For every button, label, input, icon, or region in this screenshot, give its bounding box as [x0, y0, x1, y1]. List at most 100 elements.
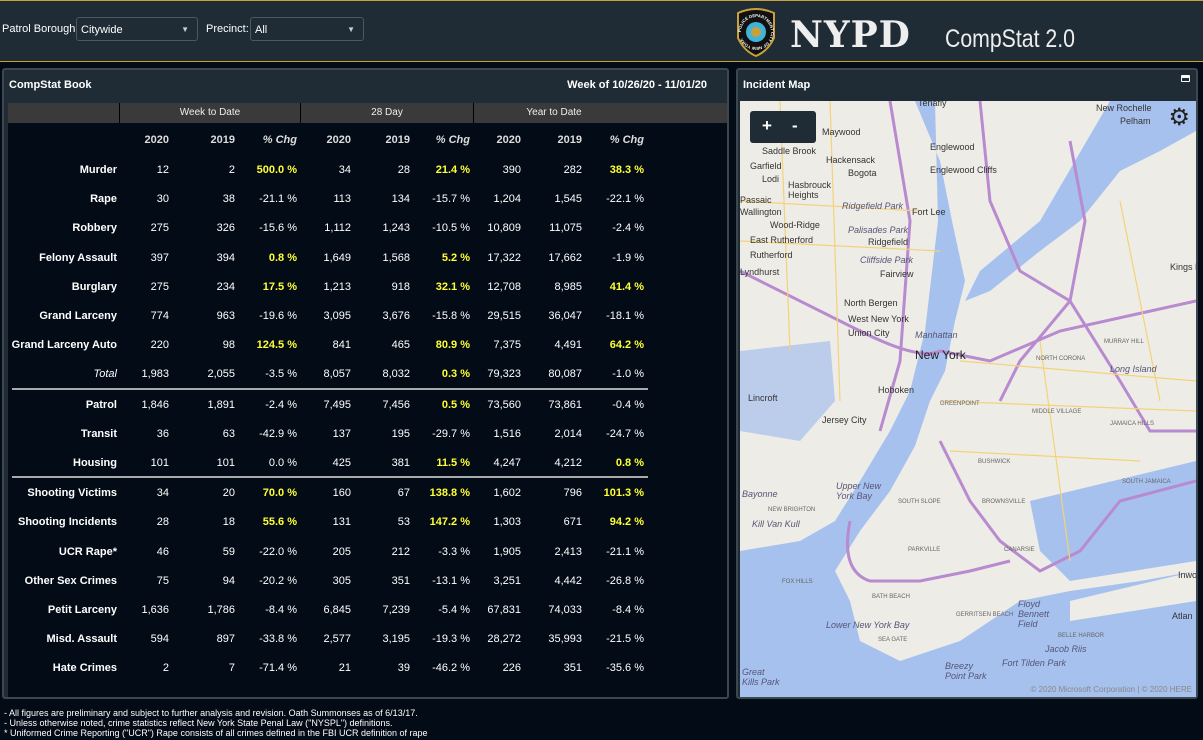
table-cell: 28: [156, 516, 169, 529]
table-cell: -22.1 %: [606, 193, 644, 206]
table-cell: 381: [391, 457, 410, 469]
table-cell: -20.2 %: [259, 574, 297, 587]
table-cell: 80.9 %: [435, 339, 470, 352]
map-label: Fairview: [880, 269, 914, 279]
table-cell: -15.6 %: [259, 222, 297, 235]
map-label: MIDDLE VILLAGE: [1032, 409, 1082, 415]
map-label: New Rochelle: [1096, 103, 1152, 113]
zoom-out-button[interactable]: -: [792, 116, 798, 135]
table-cell: 1,649: [323, 251, 351, 264]
table-cell: -18.1 %: [606, 310, 644, 322]
table-cell: 36,047: [548, 310, 582, 322]
map-label: JAMAICA HILLS: [1110, 421, 1155, 427]
table-cell: -21.1 %: [606, 545, 644, 558]
zoom-in-button[interactable]: +: [762, 116, 772, 135]
map-label: Ridgefield: [868, 237, 909, 247]
map-label: MURRAY HILL: [1104, 339, 1144, 345]
table-cell: 11.5 %: [436, 457, 470, 469]
incident-map[interactable]: Tenafly New Rochelle Pelham Maywood Saddle B…: [740, 101, 1196, 697]
table-cell: 195: [391, 427, 410, 440]
table-cell: 1,846: [141, 398, 169, 411]
table-cell: -19.6 %: [259, 310, 297, 322]
table-cell: 1,786: [207, 604, 235, 616]
table-cell: 3,095: [323, 310, 351, 322]
map-label: North Bergen: [844, 298, 898, 308]
map-label: Ridgefield Park: [842, 201, 904, 211]
borough-select[interactable]: Citywide ▼: [76, 17, 198, 41]
table-cell: 21: [338, 662, 351, 675]
map-label: Floyd Bennett Field: [1018, 599, 1050, 629]
map-label: Inwo: [1178, 570, 1196, 580]
group-28-day: 28 Day: [371, 107, 403, 118]
gear-icon[interactable]: ⚙: [1168, 104, 1190, 131]
footnote: - All figures are preliminary and subjec…: [4, 708, 418, 718]
borough-label: Patrol Borough:: [2, 23, 79, 35]
precinct-label: Precinct:: [206, 23, 249, 35]
map-label: Tenafly: [918, 101, 947, 108]
table-cell: 841: [332, 339, 351, 352]
nypd-logo: NYPD: [790, 14, 911, 56]
table-cell: 101: [150, 457, 169, 469]
table-cell: 34: [338, 164, 351, 176]
table-cell: 20: [222, 487, 235, 500]
table-cell: 425: [332, 457, 351, 469]
table-cell: 73,560: [487, 398, 521, 411]
row-label: Housing: [73, 457, 117, 469]
table-cell: 55.6 %: [262, 516, 297, 529]
table-cell: 17,662: [548, 251, 582, 264]
table-cell: 46: [156, 545, 169, 558]
column-header: % Chg: [435, 134, 470, 146]
map-label: Kings Po: [1170, 262, 1196, 272]
table-cell: 220: [150, 339, 169, 352]
table-cell: 0.0 %: [268, 457, 297, 469]
table-cell: -42.9 %: [259, 427, 297, 440]
table-cell: 32.1 %: [435, 280, 470, 293]
map-label: Englewood: [930, 142, 975, 152]
chevron-down-icon: ▼: [347, 25, 355, 34]
table-cell: 2: [228, 164, 235, 176]
table-cell: 147.2 %: [429, 516, 470, 529]
row-label: Grand Larceny Auto: [11, 339, 117, 352]
map-label: Jersey City: [822, 415, 867, 425]
row-label: Felony Assault: [39, 251, 117, 264]
table-cell: 1,545: [554, 193, 582, 206]
row-label: Total: [93, 368, 117, 381]
map-label: Fort Tilden Park: [1002, 658, 1066, 668]
precinct-select[interactable]: All ▼: [250, 17, 364, 41]
map-label: Passaic: [740, 195, 772, 205]
zoom-controls: + -: [750, 111, 816, 143]
row-label: Patrol: [85, 398, 117, 411]
table-cell: 12,708: [487, 280, 521, 293]
table-cell: 7,456: [382, 398, 410, 411]
table-cell: 774: [150, 310, 169, 322]
table-cell: 38.3 %: [609, 164, 644, 176]
map-label: Atlan: [1172, 611, 1193, 621]
map-label: Palisades Park: [848, 225, 909, 235]
compstat-book-panel: CompStat Book Week of 10/26/20 - 11/01/2…: [2, 68, 729, 699]
footnotes: - All figures are preliminary and subjec…: [4, 708, 428, 738]
table-cell: -21.5 %: [606, 633, 644, 646]
table-cell: -0.4 %: [612, 398, 644, 411]
map-label: Englewood Cliffs: [930, 165, 997, 175]
map-label: SEA GATE: [878, 637, 908, 643]
table-cell: 1,905: [493, 545, 521, 558]
minimize-icon[interactable]: [1181, 75, 1190, 82]
table-cell: 28,272: [487, 633, 521, 646]
table-cell: 7: [228, 662, 235, 675]
map-label: West New York: [848, 314, 909, 324]
table-cell: 0.3 %: [441, 368, 470, 381]
table-cell: 138.8 %: [429, 487, 470, 500]
map-label: Lincroft: [748, 393, 778, 403]
row-label: Burglary: [71, 280, 117, 293]
table-cell: 75: [156, 574, 169, 587]
map-label: East Rutherford: [750, 235, 814, 245]
table-cell: 63: [222, 427, 235, 440]
map-label: Bayonne: [742, 489, 778, 499]
map-label: Bogota: [848, 168, 877, 178]
table-cell: 113: [333, 193, 351, 206]
table-cell: 5.2 %: [441, 251, 470, 264]
week-range: Week of 10/26/20 - 11/01/20: [567, 79, 707, 91]
row-label: Murder: [79, 164, 117, 176]
table-cell: 918: [391, 280, 410, 293]
table-cell: -22.0 %: [259, 545, 297, 558]
